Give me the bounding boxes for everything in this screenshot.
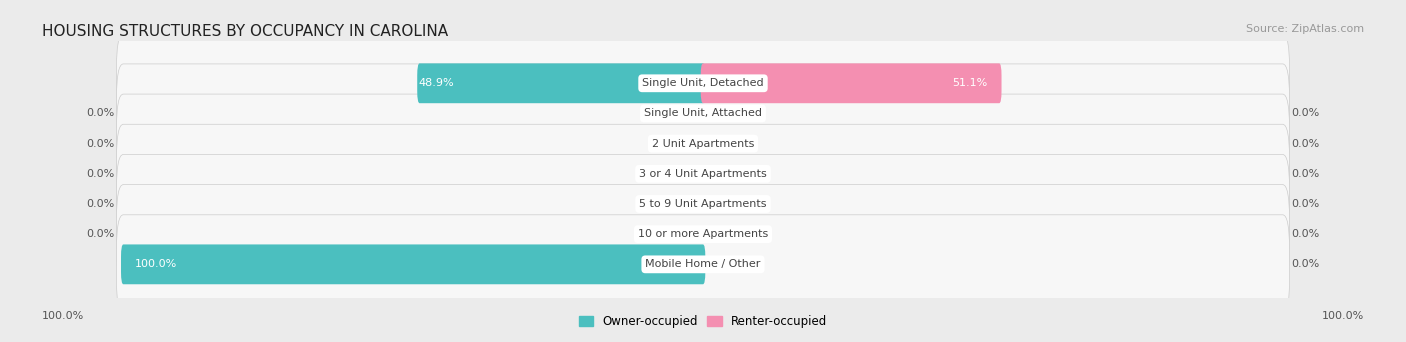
FancyBboxPatch shape — [117, 124, 1289, 223]
Text: 10 or more Apartments: 10 or more Apartments — [638, 229, 768, 239]
Text: Source: ZipAtlas.com: Source: ZipAtlas.com — [1246, 24, 1364, 34]
FancyBboxPatch shape — [418, 63, 706, 103]
Text: 0.0%: 0.0% — [86, 108, 115, 118]
Text: HOUSING STRUCTURES BY OCCUPANCY IN CAROLINA: HOUSING STRUCTURES BY OCCUPANCY IN CAROL… — [42, 24, 449, 39]
Text: 100.0%: 100.0% — [1322, 312, 1364, 321]
Text: 0.0%: 0.0% — [1291, 139, 1320, 149]
FancyBboxPatch shape — [117, 185, 1289, 284]
Text: 0.0%: 0.0% — [86, 229, 115, 239]
Text: 48.9%: 48.9% — [419, 78, 454, 88]
Text: 0.0%: 0.0% — [1291, 229, 1320, 239]
Text: Single Unit, Detached: Single Unit, Detached — [643, 78, 763, 88]
Text: 0.0%: 0.0% — [1291, 169, 1320, 179]
Legend: Owner-occupied, Renter-occupied: Owner-occupied, Renter-occupied — [574, 310, 832, 333]
FancyBboxPatch shape — [117, 155, 1289, 253]
Text: Mobile Home / Other: Mobile Home / Other — [645, 259, 761, 269]
Text: 0.0%: 0.0% — [86, 199, 115, 209]
Text: 0.0%: 0.0% — [1291, 108, 1320, 118]
FancyBboxPatch shape — [121, 245, 706, 284]
FancyBboxPatch shape — [117, 215, 1289, 314]
Text: 2 Unit Apartments: 2 Unit Apartments — [652, 139, 754, 149]
Text: 100.0%: 100.0% — [135, 259, 177, 269]
FancyBboxPatch shape — [117, 64, 1289, 163]
Text: 0.0%: 0.0% — [86, 169, 115, 179]
Text: 51.1%: 51.1% — [952, 78, 987, 88]
Text: 100.0%: 100.0% — [42, 312, 84, 321]
Text: 5 to 9 Unit Apartments: 5 to 9 Unit Apartments — [640, 199, 766, 209]
Text: Single Unit, Attached: Single Unit, Attached — [644, 108, 762, 118]
FancyBboxPatch shape — [700, 63, 1001, 103]
Text: 0.0%: 0.0% — [1291, 199, 1320, 209]
Text: 3 or 4 Unit Apartments: 3 or 4 Unit Apartments — [640, 169, 766, 179]
Text: 0.0%: 0.0% — [86, 139, 115, 149]
FancyBboxPatch shape — [117, 34, 1289, 133]
FancyBboxPatch shape — [117, 94, 1289, 193]
Text: 0.0%: 0.0% — [1291, 259, 1320, 269]
